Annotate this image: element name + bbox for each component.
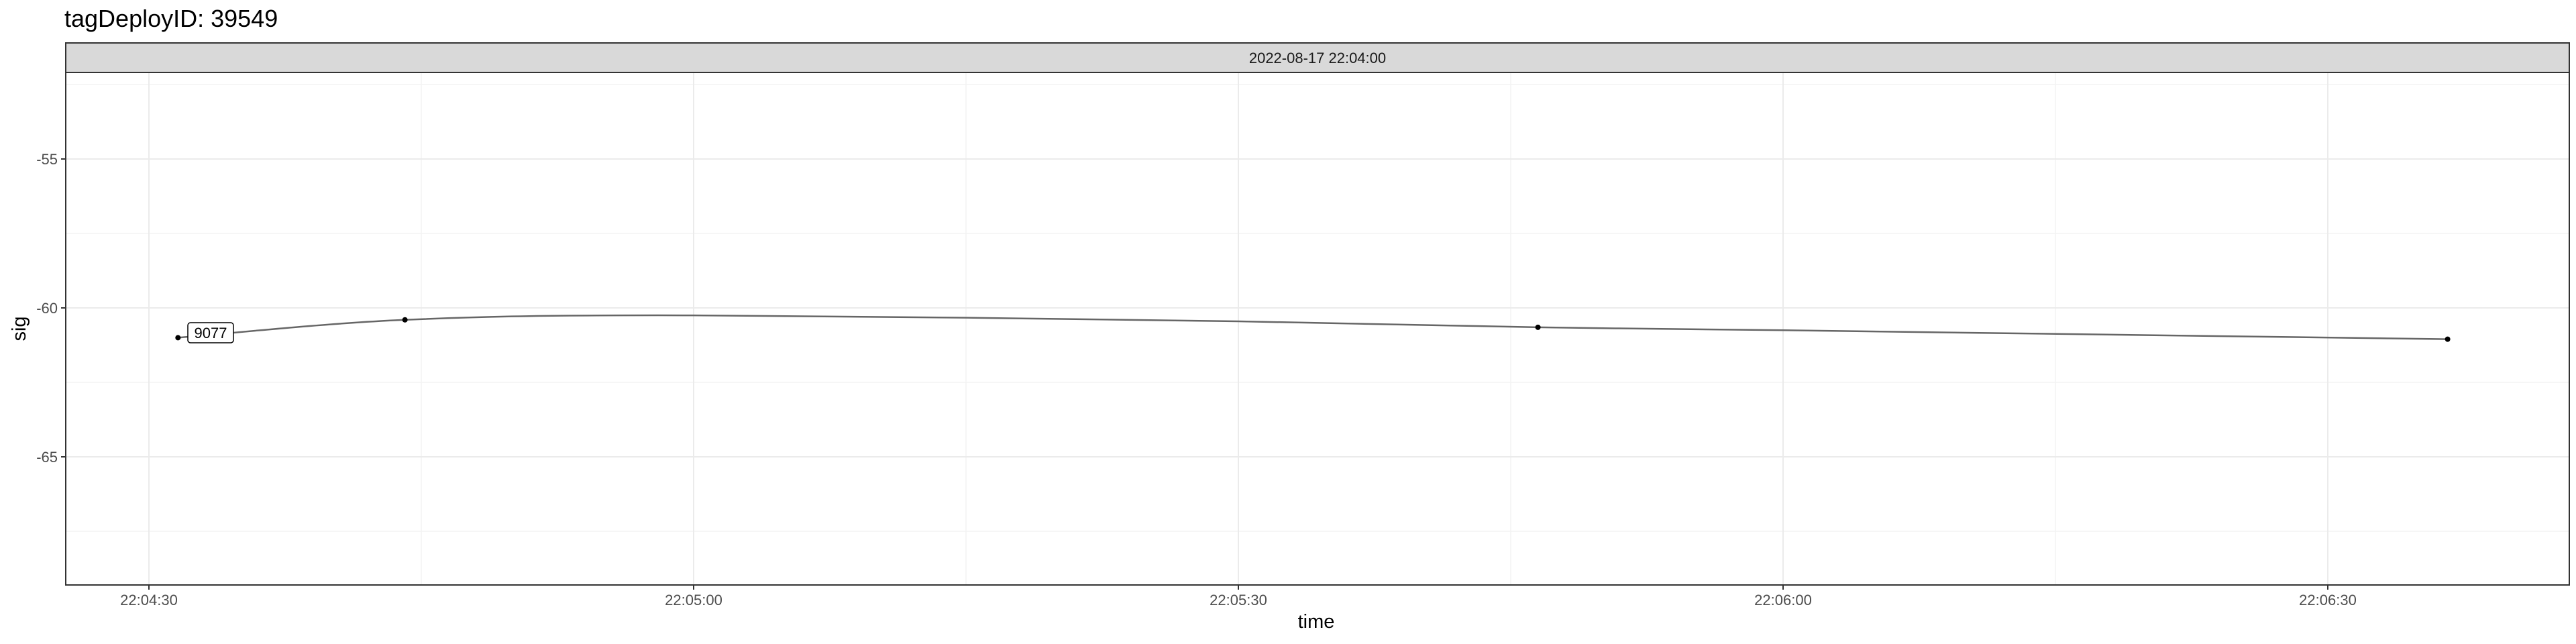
data-point: [2445, 336, 2451, 342]
series-line-9077: [178, 314, 2448, 340]
y-tick-label: -60: [36, 300, 58, 317]
facet-strip-label: 2022-08-17 22:04:00: [1249, 50, 1386, 66]
y-tick-label: -55: [36, 151, 58, 168]
data-point: [175, 335, 181, 341]
x-tick-label: 22:05:30: [1210, 592, 1267, 608]
chart-title: tagDeployID: 39549: [64, 5, 278, 32]
series-layer: [175, 314, 2451, 342]
panel-background: [66, 72, 2569, 585]
y-tick-label: -65: [36, 449, 58, 466]
x-tick-label: 22:06:30: [2299, 592, 2357, 608]
x-axis-title: time: [1298, 611, 1335, 633]
y-axis: -55 -60 -65: [36, 151, 66, 466]
point-label: 9077: [187, 322, 234, 343]
data-point: [1535, 324, 1541, 330]
data-point: [402, 317, 408, 323]
panel-border: [65, 72, 2570, 586]
x-axis: 22:04:30 22:05:00 22:05:30 22:06:00 22:06:30: [120, 585, 2357, 608]
panel-grid: [66, 72, 2569, 585]
y-axis-title: sig: [9, 316, 30, 341]
facet-strip: [65, 42, 2570, 73]
point-label-box: [187, 322, 234, 343]
x-tick-label: 22:05:00: [665, 592, 722, 608]
point-label-text: 9077: [195, 325, 227, 341]
x-tick-label: 22:06:00: [1754, 592, 1812, 608]
x-tick-label: 22:04:30: [120, 592, 178, 608]
